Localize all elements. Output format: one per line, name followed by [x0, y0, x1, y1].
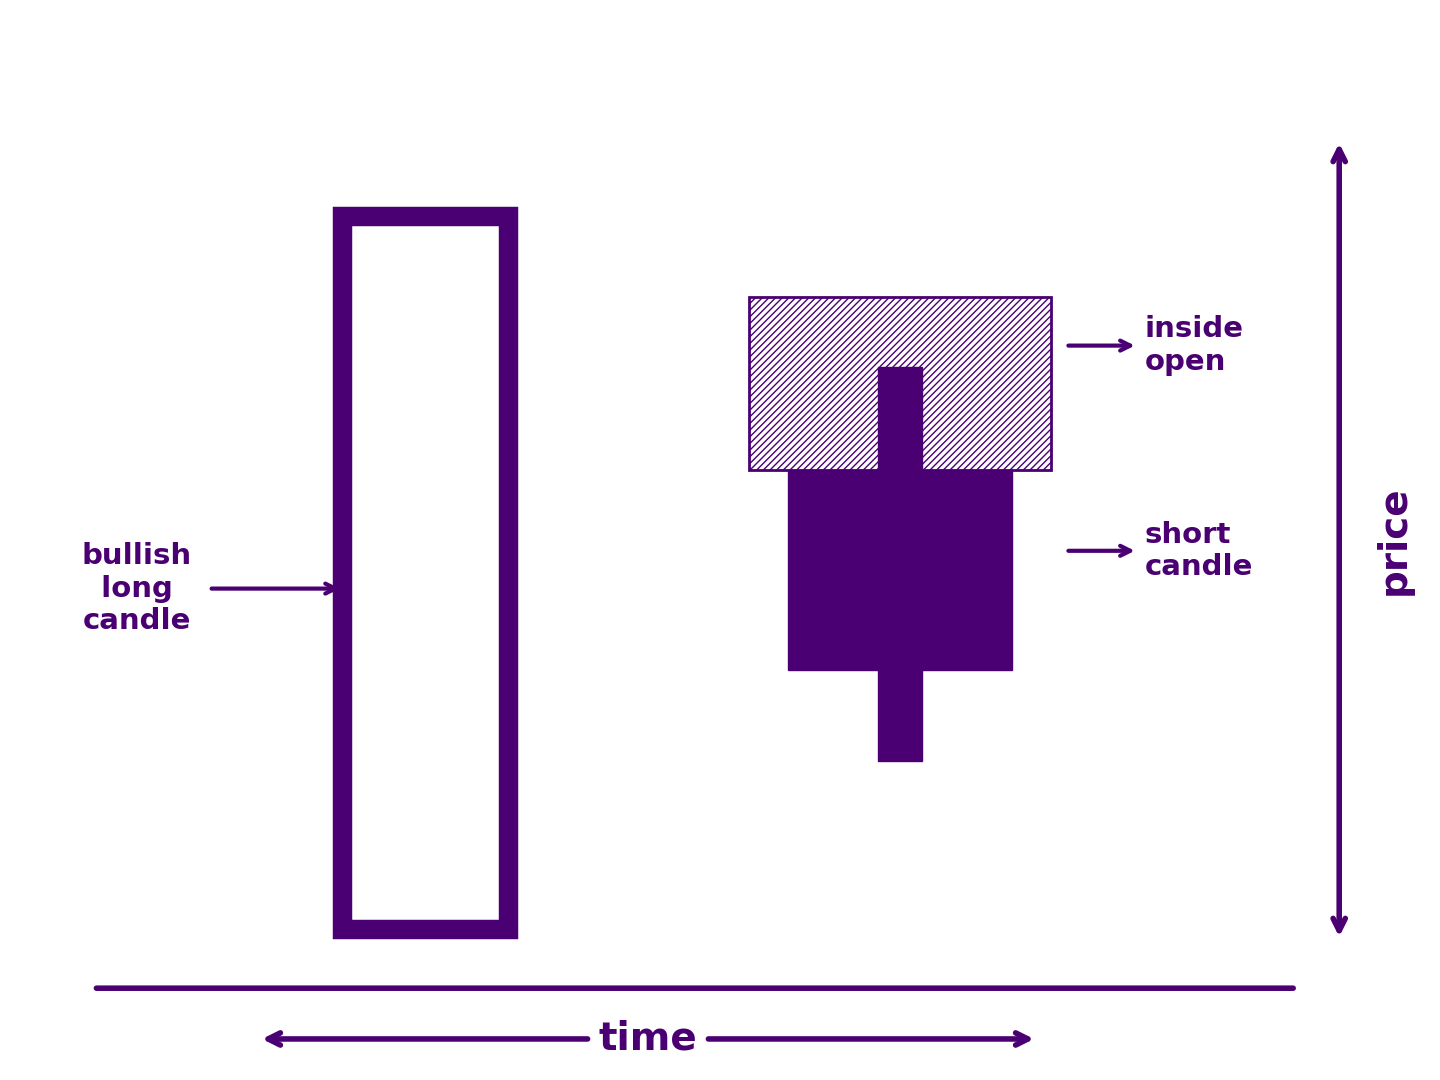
Bar: [343, 216, 508, 929]
Text: time: time: [599, 1020, 697, 1058]
Bar: [789, 470, 1011, 670]
Bar: [878, 367, 922, 470]
Text: price: price: [1375, 485, 1413, 595]
Bar: [749, 297, 1051, 470]
Text: bullish
 long 
candle: bullish long candle: [82, 542, 192, 635]
Text: inside
open: inside open: [1145, 315, 1244, 376]
Text: short
candle: short candle: [1145, 521, 1253, 581]
Bar: [878, 670, 922, 761]
